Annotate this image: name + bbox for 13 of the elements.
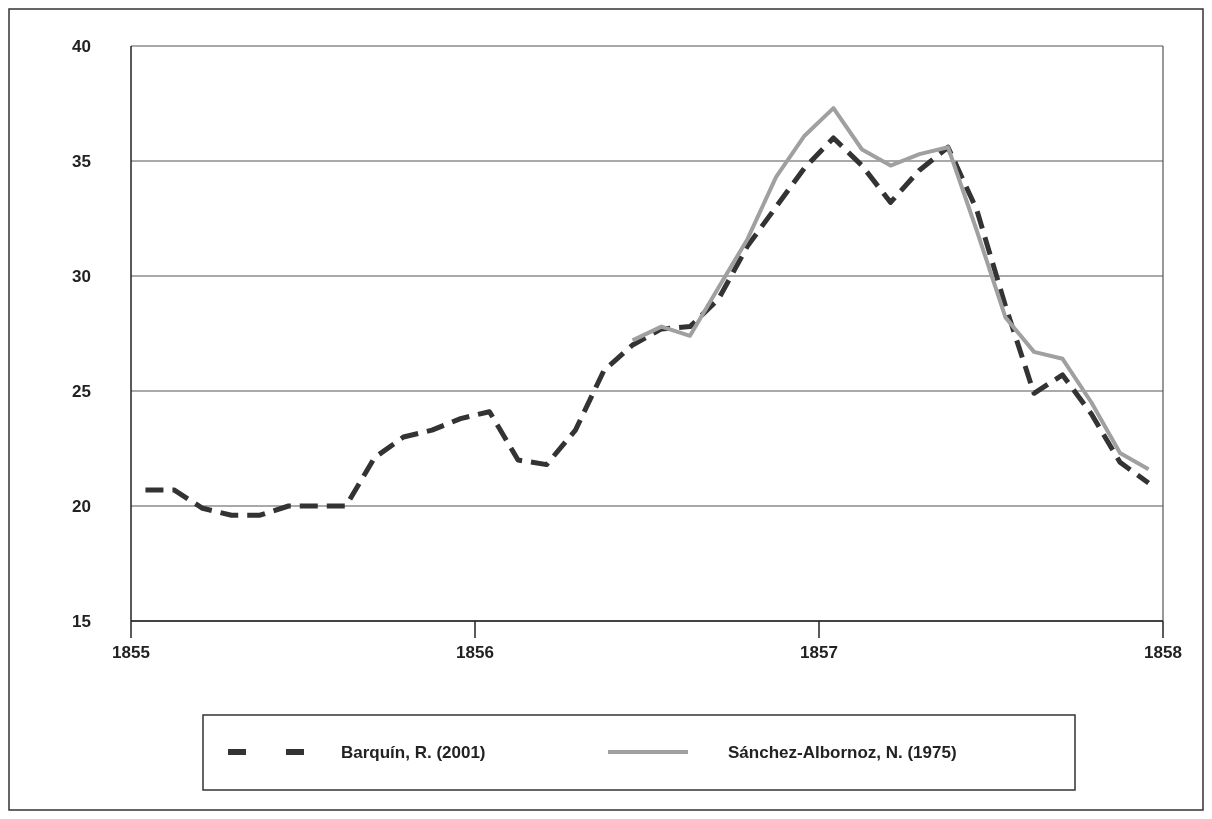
y-tick-label: 15 <box>72 611 91 631</box>
y-tick-label: 35 <box>72 151 91 171</box>
y-tick-label: 20 <box>72 496 91 516</box>
y-tick-label: 30 <box>72 266 91 286</box>
legend-label: Sánchez-Albornoz, N. (1975) <box>728 742 957 762</box>
y-tick-label: 25 <box>72 381 91 401</box>
x-tick-label: 1858 <box>1144 643 1182 662</box>
x-tick-label: 1857 <box>800 643 838 662</box>
y-tick-label: 40 <box>72 36 91 56</box>
x-tick-label: 1856 <box>456 643 494 662</box>
line-series <box>630 106 1151 472</box>
x-tick-label: 1855 <box>112 643 150 662</box>
legend-label: Barquín, R. (2001) <box>341 742 486 762</box>
